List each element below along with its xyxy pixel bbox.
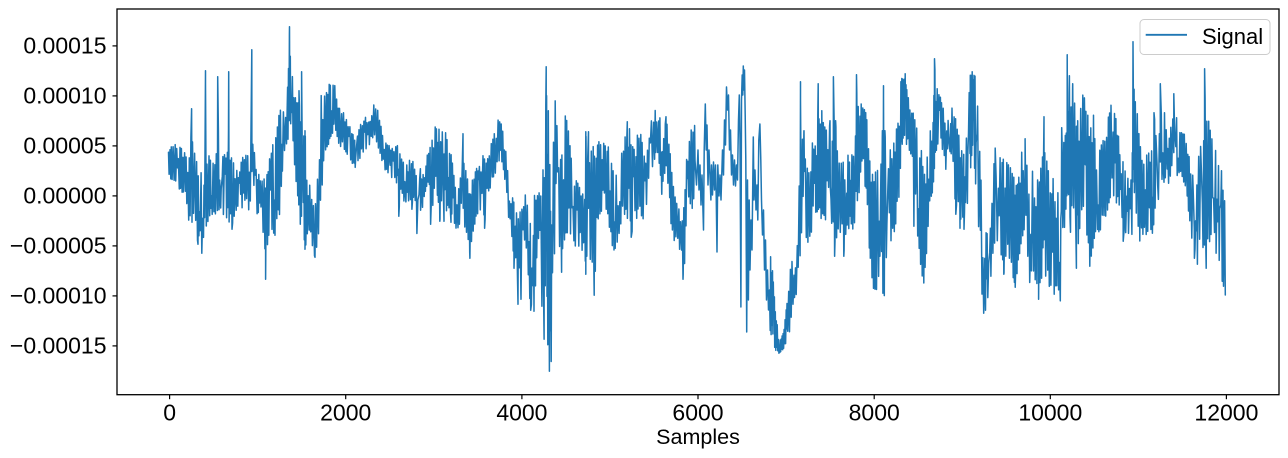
svg-text:6000: 6000 — [672, 399, 723, 425]
svg-text:−0.00015: −0.00015 — [10, 333, 107, 359]
svg-text:0.00005: 0.00005 — [23, 133, 106, 159]
svg-text:Samples: Samples — [656, 425, 740, 449]
svg-text:Signal: Signal — [1202, 24, 1263, 49]
svg-text:0.00015: 0.00015 — [23, 33, 106, 59]
svg-text:0.00010: 0.00010 — [23, 83, 106, 109]
svg-text:10000: 10000 — [1018, 399, 1082, 425]
svg-text:−0.00005: −0.00005 — [10, 233, 107, 259]
svg-text:−0.00010: −0.00010 — [10, 283, 107, 309]
svg-text:8000: 8000 — [849, 399, 900, 425]
svg-text:4000: 4000 — [496, 399, 547, 425]
svg-text:2000: 2000 — [320, 399, 371, 425]
svg-text:12000: 12000 — [1194, 399, 1258, 425]
svg-text:0: 0 — [163, 399, 176, 425]
svg-text:0.00000: 0.00000 — [23, 183, 106, 209]
